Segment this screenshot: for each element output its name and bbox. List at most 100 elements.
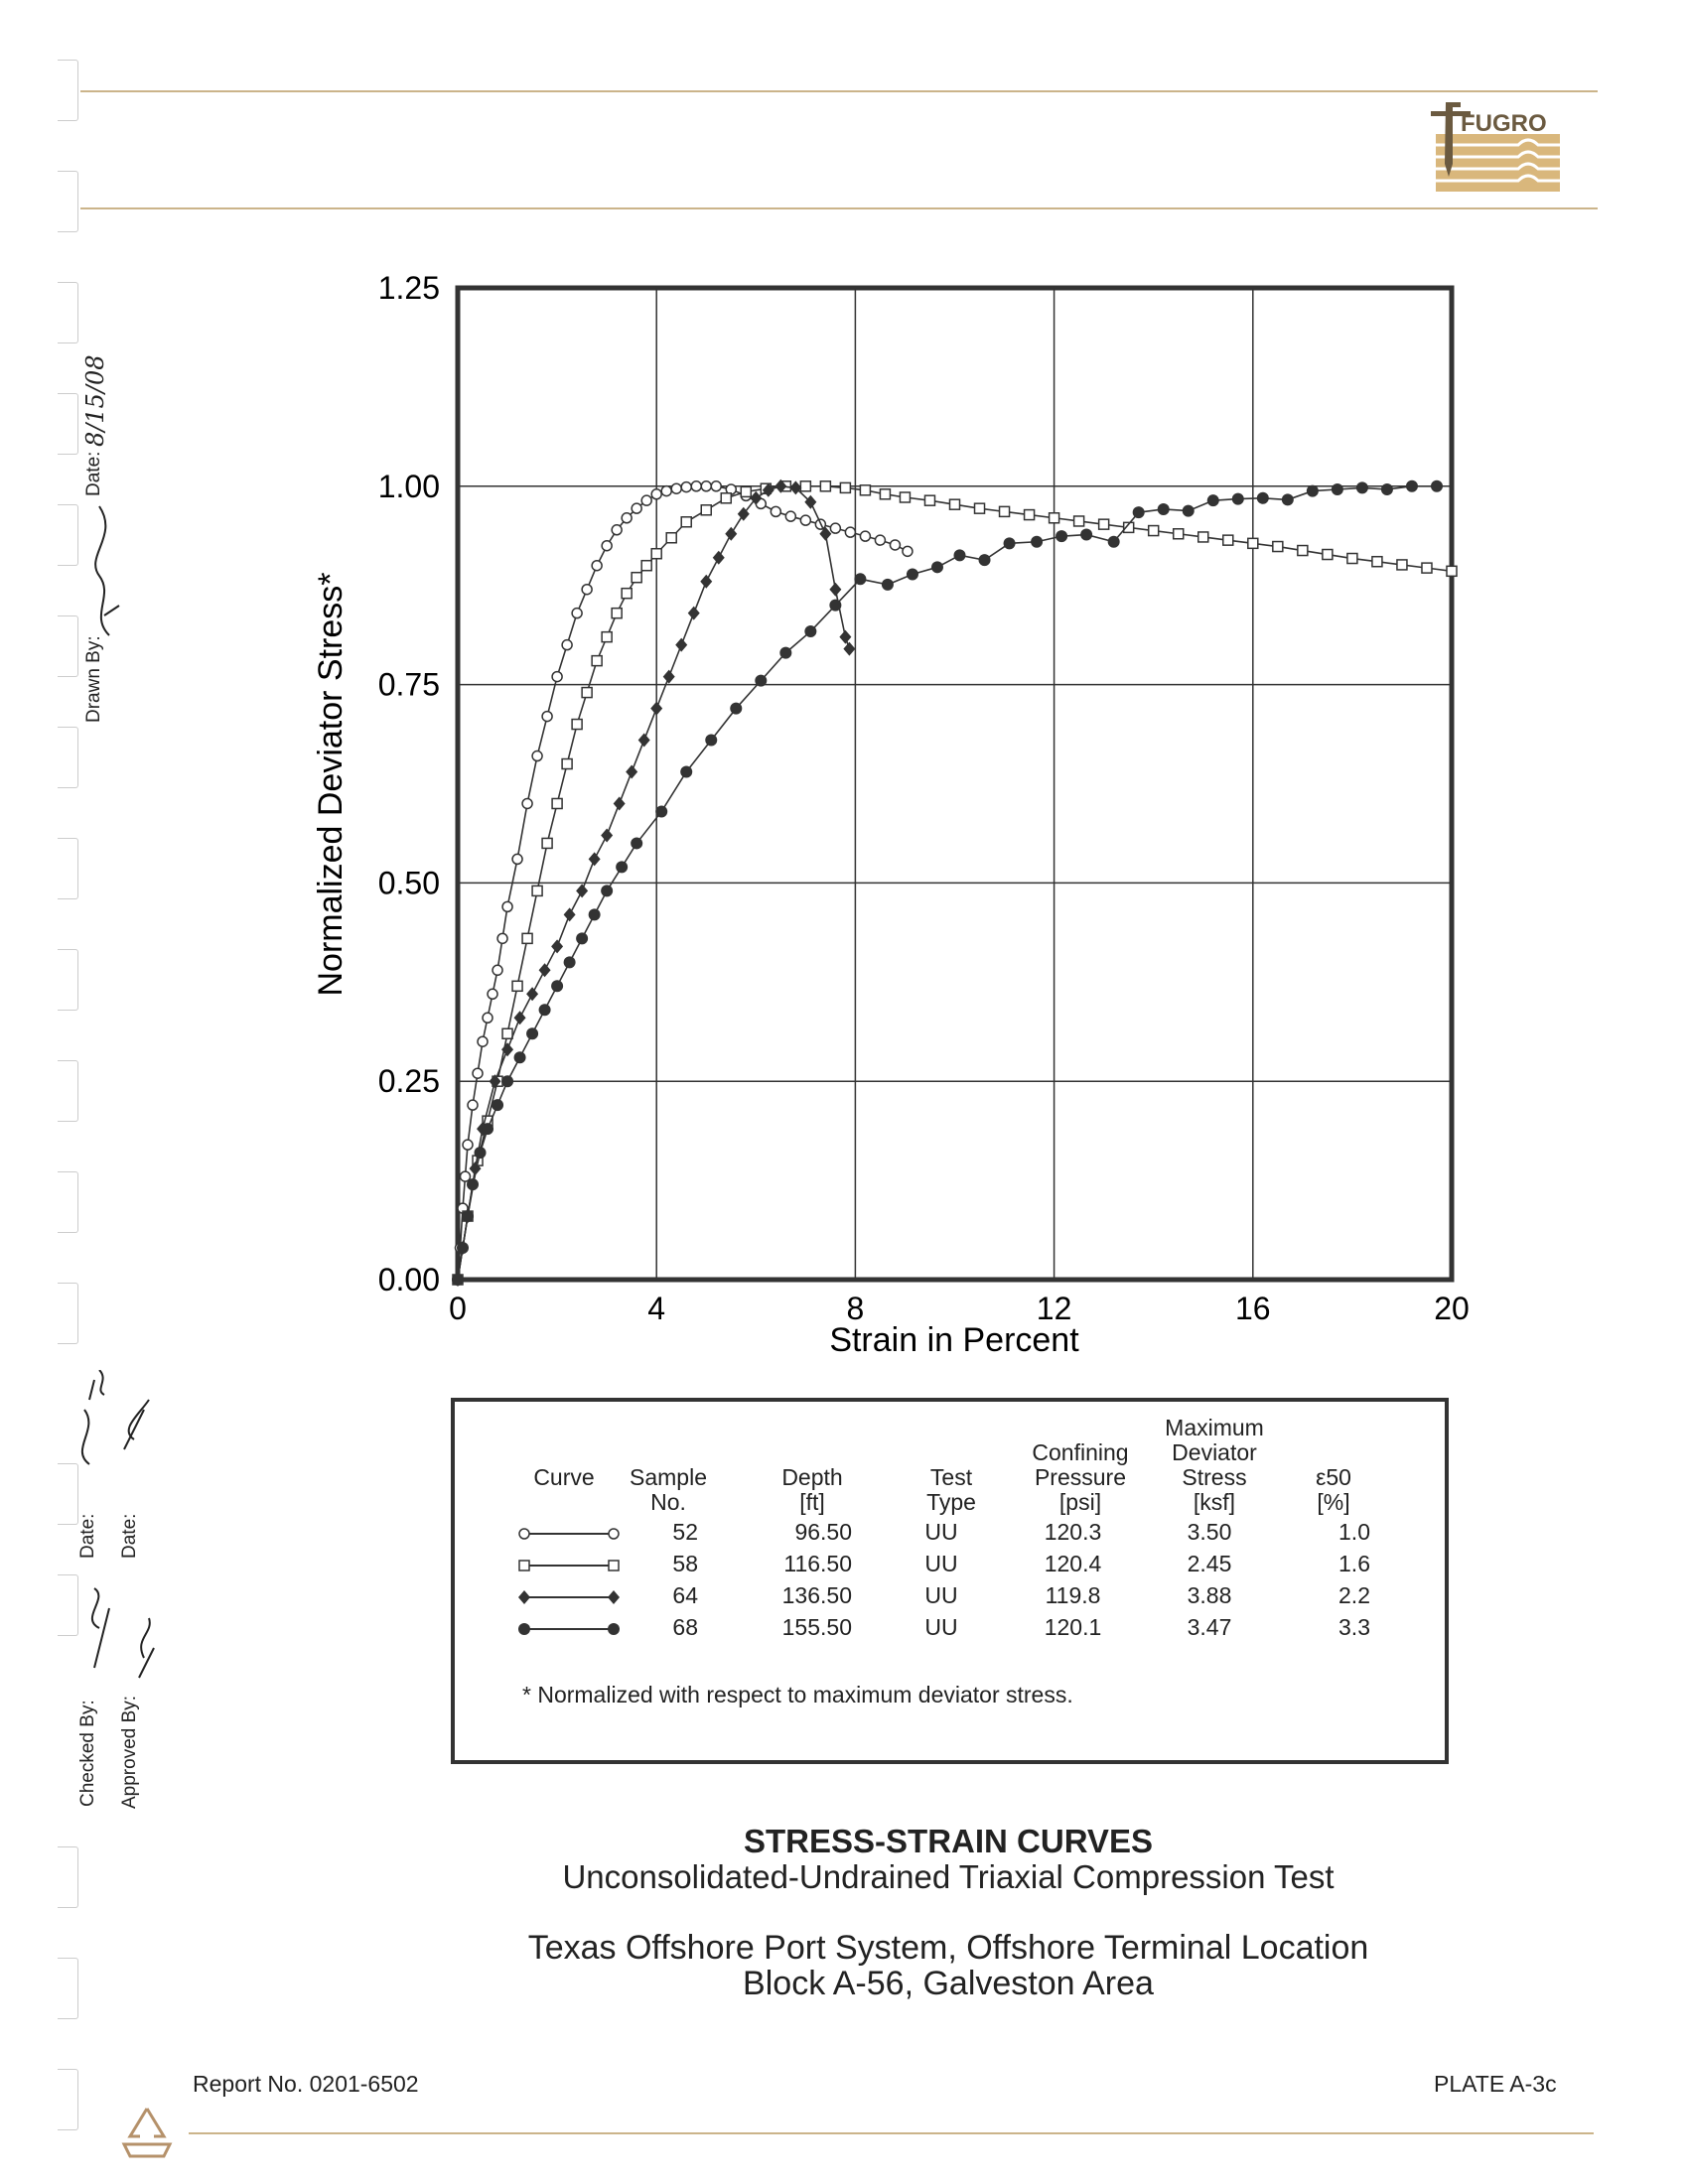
open-square-marker <box>700 504 712 516</box>
open-square-marker <box>1147 524 1160 537</box>
open-circle-marker <box>496 932 508 945</box>
filled-circle-marker <box>482 1123 494 1136</box>
open-square-marker <box>1421 562 1433 574</box>
open-circle-marker <box>511 853 523 866</box>
open-square-marker <box>1048 512 1060 524</box>
filled-circle-marker <box>906 568 918 581</box>
filled-circle-marker <box>551 980 564 993</box>
plate-number: PLATE A-3c <box>1434 2071 1557 2097</box>
filled-circle-marker <box>462 1210 475 1223</box>
filled-circle-marker <box>978 554 991 567</box>
open-square-marker <box>665 531 677 544</box>
legend-table: Curve Sample No. Depth [ft] Test Type Confi… <box>451 1398 1449 1764</box>
open-square-marker <box>650 547 662 560</box>
filled-diamond-marker <box>469 1161 482 1176</box>
open-circle-marker <box>690 480 702 492</box>
y-tick-label: 0.50 <box>378 865 440 900</box>
open-square-marker <box>1247 537 1259 550</box>
legend-symbol-58 <box>518 1560 620 1571</box>
y-tick-label: 0.00 <box>378 1262 440 1297</box>
open-circle-marker <box>710 480 723 492</box>
open-square-marker <box>621 587 633 600</box>
cell-confining: 120.1 <box>1044 1614 1102 1640</box>
open-circle-marker <box>462 1139 474 1151</box>
filled-circle-marker <box>1281 493 1294 506</box>
open-square-marker <box>1172 528 1185 540</box>
filled-circle-marker <box>631 837 643 850</box>
y-tick-label: 1.00 <box>378 469 440 504</box>
open-circle-marker <box>650 488 662 500</box>
cell-sample: 58 <box>672 1551 698 1576</box>
header-rule-bottom <box>80 207 1598 209</box>
filled-circle-marker <box>1182 504 1195 517</box>
grid <box>457 287 1453 1281</box>
cell-test: UU <box>924 1614 958 1640</box>
x-axis-label: Strain in Percent <box>829 1321 1079 1359</box>
open-circle-marker <box>492 964 503 977</box>
open-square-marker <box>591 654 603 667</box>
open-square-marker <box>923 494 936 506</box>
filled-circle-marker <box>1206 494 1219 507</box>
filled-diamond-marker <box>563 907 576 922</box>
open-circle-marker <box>902 545 914 558</box>
filled-diamond-marker <box>608 1590 620 1604</box>
y-tick-label: 1.25 <box>378 270 440 306</box>
cell-maxdev: 3.88 <box>1187 1582 1232 1608</box>
x-tick-label: 16 <box>1235 1291 1271 1326</box>
open-circle-marker <box>571 607 583 619</box>
open-square-marker <box>859 484 872 496</box>
open-circle-marker <box>660 484 672 497</box>
cell-sample: 68 <box>672 1614 698 1640</box>
open-circle-marker <box>561 638 573 651</box>
open-square-marker <box>720 492 733 504</box>
header-rule-top <box>80 90 1598 92</box>
filled-circle-marker <box>680 765 693 778</box>
series-52 <box>452 480 914 1286</box>
open-square-marker <box>1297 544 1309 557</box>
filled-diamond-marker <box>712 550 725 565</box>
open-circle-marker <box>829 522 842 534</box>
open-square-marker <box>581 686 593 699</box>
open-circle-marker <box>844 526 857 538</box>
project-line-1: Texas Offshore Port System, Offshore Ter… <box>527 1929 1369 1967</box>
footnote: * Normalized with respect to maximum dev… <box>522 1682 1073 1707</box>
filled-circle-marker <box>1157 502 1170 515</box>
open-circle-marker <box>608 1528 620 1540</box>
open-square-marker <box>1396 559 1408 571</box>
filled-diamond-marker <box>576 884 589 898</box>
filled-circle-marker <box>1055 530 1068 543</box>
filled-diamond-marker <box>774 478 787 493</box>
filled-circle-marker <box>730 702 743 715</box>
filled-circle-marker <box>1430 479 1443 492</box>
legend-symbol-64 <box>518 1590 620 1604</box>
filled-circle-marker <box>930 561 943 574</box>
open-square-marker <box>511 980 523 993</box>
cell-depth: 155.50 <box>781 1614 852 1640</box>
open-square-marker <box>521 932 533 945</box>
filled-diamond-marker <box>588 852 601 867</box>
filled-diamond-marker <box>626 764 638 779</box>
filled-diamond-marker <box>839 629 852 644</box>
filled-circle-marker <box>1355 481 1368 494</box>
cell-maxdev: 3.50 <box>1187 1519 1232 1545</box>
filled-circle-marker <box>467 1178 480 1191</box>
filled-circle-marker <box>1003 537 1016 550</box>
cell-confining: 119.8 <box>1045 1582 1101 1608</box>
filled-circle-marker <box>829 599 842 612</box>
open-square-marker <box>611 607 623 619</box>
filled-diamond-marker <box>662 669 675 684</box>
open-circle-marker <box>874 534 887 546</box>
legend-row: 68 155.50 UU 120.1 3.47 3.3 <box>455 1614 1445 1644</box>
header-test: Test Type <box>926 1464 976 1515</box>
cell-e50: 1.0 <box>1338 1519 1370 1545</box>
filled-circle-marker <box>1306 484 1319 497</box>
filled-circle-marker <box>457 1242 470 1255</box>
cell-sample: 64 <box>672 1582 698 1608</box>
filled-diamond-marker <box>538 963 551 978</box>
filled-diamond-marker <box>762 482 774 497</box>
open-square-marker <box>601 630 613 643</box>
filled-diamond-marker <box>700 574 713 589</box>
checked-by-label: Checked By: <box>77 1700 98 1807</box>
open-circle-marker <box>482 1012 493 1024</box>
x-tick-label: 20 <box>1434 1291 1470 1326</box>
